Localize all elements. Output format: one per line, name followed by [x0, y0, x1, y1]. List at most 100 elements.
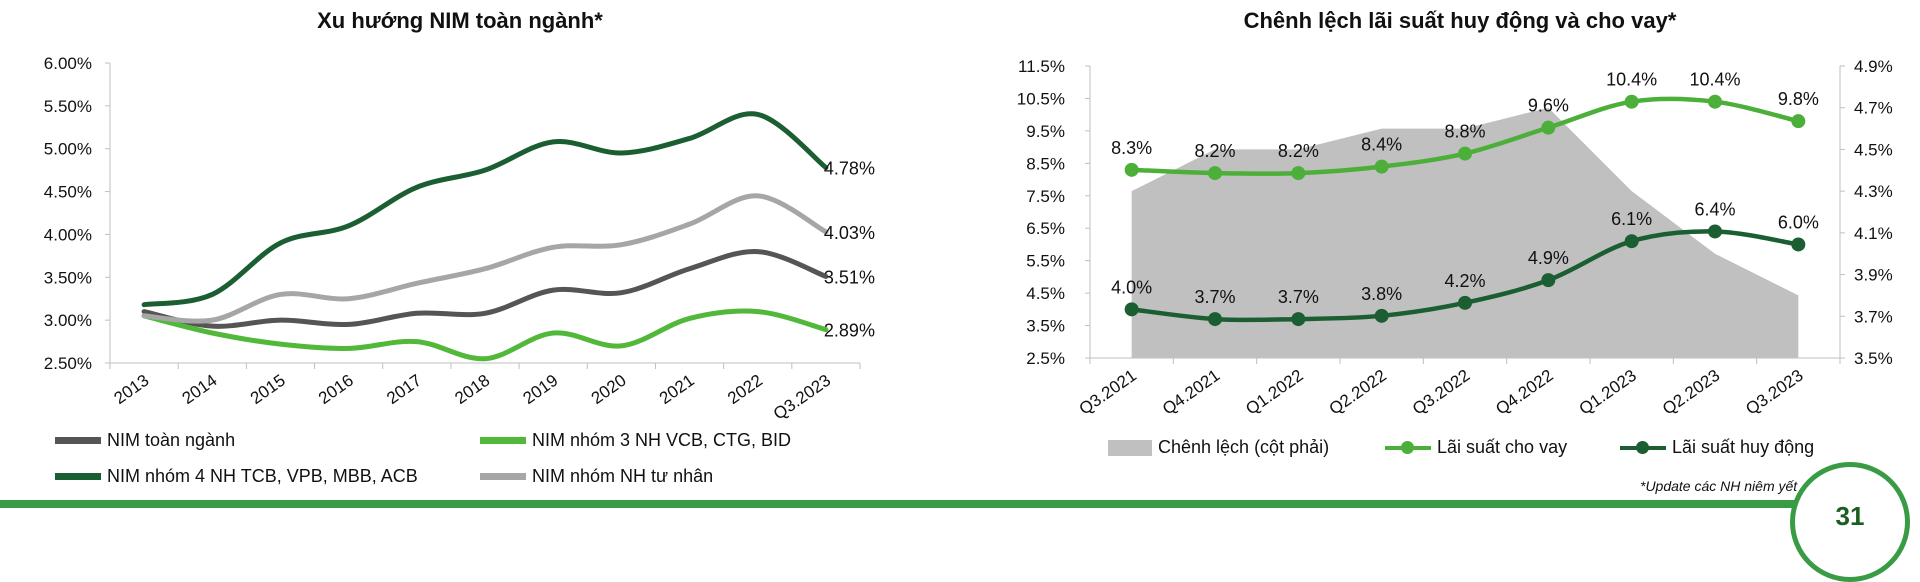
- chart2-title: Chênh lệch lãi suất huy động và cho vay*: [1243, 8, 1677, 33]
- x-tick-label: Q2.2023: [1659, 366, 1723, 419]
- legend-item-chenh-lech: Chênh lệch (cột phải): [1108, 437, 1329, 458]
- y-left-tick-label: 3.5%: [1026, 317, 1065, 336]
- data-point: [1541, 120, 1556, 135]
- x-tick-label: 2017: [383, 371, 425, 408]
- legend-label: NIM nhóm NH tư nhân: [532, 466, 714, 486]
- legend-swatch: [480, 473, 526, 480]
- x-tick-label: 2015: [247, 371, 289, 408]
- y-left-tick-label: 11.5%: [1018, 57, 1065, 76]
- legend-label: NIM toàn ngành: [107, 430, 236, 450]
- end-data-label: 4.03%: [824, 223, 875, 243]
- x-tick-label: Q3.2022: [1409, 366, 1473, 419]
- x-tick-label: Q3.2023: [770, 371, 834, 424]
- legend-item-lai-suat-huy-dong: Lãi suất huy động: [1620, 437, 1814, 458]
- legend-item-nim-nhom-4: NIM nhóm 4 NH TCB, VPB, MBB, ACB: [55, 466, 418, 487]
- x-tick-label: 2020: [588, 371, 630, 408]
- y-left-tick-label: 2.5%: [1026, 349, 1065, 368]
- x-tick-label: 2022: [724, 371, 766, 408]
- y-left-tick-label: 6.5%: [1026, 219, 1065, 238]
- data-point: [1541, 273, 1556, 288]
- legend-swatch: [1385, 440, 1431, 456]
- data-label: 8.3%: [1111, 138, 1152, 158]
- data-label: 4.9%: [1528, 248, 1569, 268]
- nim-trend-chart: 2.50% 3.00% 3.50% 4.00% 4.50% 5.00% 5.50% 6.00%…: [44, 54, 1893, 424]
- legend-label: Lãi suất cho vay: [1437, 437, 1568, 457]
- chart1-title: Xu hướng NIM toàn ngành*: [317, 8, 603, 33]
- data-label: 8.2%: [1194, 141, 1235, 161]
- x-tick-label: 2014: [179, 371, 221, 408]
- y-right-tick-label: 4.5%: [1854, 140, 1893, 159]
- series-line-3: [141, 111, 829, 308]
- legend-swatch: [1108, 439, 1152, 456]
- data-point: [1624, 234, 1639, 249]
- y-left-tick-label: 4.5%: [1026, 284, 1065, 303]
- x-tick-label: Q2.2022: [1326, 366, 1390, 419]
- data-label: 8.2%: [1278, 141, 1319, 161]
- legend-item-nim-toan-nganh: NIM toàn ngành: [55, 430, 235, 451]
- data-label: 6.1%: [1611, 209, 1652, 229]
- y-tick-label: 4.50%: [44, 183, 92, 202]
- data-point: [1291, 312, 1306, 327]
- x-tick-label: 2016: [315, 371, 357, 408]
- y-right-tick-label: 3.9%: [1854, 266, 1893, 285]
- legend-label: Chênh lệch (cột phải): [1158, 437, 1330, 457]
- legend-swatch: [1620, 440, 1666, 456]
- y-right-tick-label: 3.5%: [1854, 349, 1893, 368]
- y-right-tick-label: 4.1%: [1854, 224, 1893, 243]
- legend-item-nim-nhom-3: NIM nhóm 3 NH VCB, CTG, BID: [480, 430, 791, 451]
- data-label: 3.7%: [1194, 287, 1235, 307]
- data-point: [1124, 162, 1139, 177]
- data-point: [1291, 166, 1306, 181]
- x-tick-label: Q3.2021: [1076, 366, 1140, 419]
- x-tick-label: 2019: [520, 371, 562, 408]
- y-tick-label: 3.50%: [44, 268, 92, 287]
- y-tick-label: 5.50%: [44, 97, 92, 116]
- data-point: [1708, 94, 1722, 109]
- y-tick-label: 6.00%: [44, 54, 92, 73]
- y-left-tick-label: 9.5%: [1026, 122, 1065, 141]
- data-point: [1708, 224, 1722, 239]
- data-point: [1124, 302, 1139, 317]
- end-data-label: 4.78%: [824, 159, 875, 179]
- data-label: 9.6%: [1528, 96, 1569, 116]
- y-tick-label: 3.00%: [44, 311, 92, 330]
- data-label: 10.4%: [1689, 70, 1740, 90]
- x-tick-label: 2018: [451, 371, 493, 408]
- data-point: [1374, 159, 1389, 174]
- data-point: [1208, 166, 1222, 181]
- data-label: 8.8%: [1444, 122, 1485, 142]
- data-label: 10.4%: [1606, 70, 1657, 90]
- data-point: [1374, 308, 1389, 323]
- x-tick-label: Q3.2023: [1742, 366, 1806, 419]
- legend-swatch: [55, 473, 101, 480]
- x-tick-label: 2021: [656, 371, 698, 408]
- y-left-tick-label: 10.5%: [1017, 89, 1065, 108]
- series-line-2: [141, 308, 829, 362]
- footnote: *Update các NH niêm yết: [1640, 478, 1798, 494]
- series-line-4: [141, 193, 829, 324]
- data-point: [1624, 94, 1639, 109]
- y-right-tick-label: 4.9%: [1854, 57, 1893, 76]
- y-right-tick-label: 4.7%: [1854, 99, 1893, 118]
- data-label: 6.4%: [1694, 199, 1735, 219]
- data-label: 9.8%: [1778, 89, 1819, 109]
- legend-item-nim-tu-nhan: NIM nhóm NH tư nhân: [480, 466, 713, 487]
- page-number-badge: 31: [1790, 462, 1910, 582]
- x-tick-label: Q4.2021: [1159, 366, 1223, 419]
- data-label: 4.2%: [1444, 271, 1485, 291]
- data-label: 4.0%: [1111, 277, 1152, 297]
- y-tick-label: 4.00%: [44, 225, 92, 244]
- data-label: 3.8%: [1361, 284, 1402, 304]
- legend-swatch: [480, 437, 526, 444]
- data-point: [1791, 114, 1806, 129]
- y-right-tick-label: 4.3%: [1854, 182, 1893, 201]
- y-right-tick-label: 3.7%: [1854, 307, 1893, 326]
- data-label: 6.0%: [1778, 212, 1819, 232]
- bottom-divider: [0, 500, 1800, 508]
- y-left-tick-label: 7.5%: [1026, 187, 1065, 206]
- x-tick-label: Q4.2022: [1492, 366, 1556, 419]
- y-left-tick-label: 5.5%: [1026, 252, 1065, 271]
- legend-item-lai-suat-cho-vay: Lãi suất cho vay: [1385, 437, 1567, 458]
- legend-label: NIM nhóm 3 NH VCB, CTG, BID: [532, 430, 792, 450]
- data-label: 3.7%: [1278, 287, 1319, 307]
